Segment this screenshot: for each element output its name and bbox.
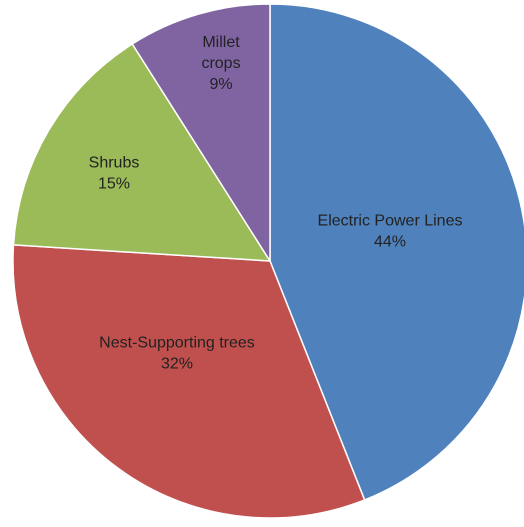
slice-label-electric-power-lines: Electric Power Lines 44% bbox=[318, 213, 463, 251]
pie-slice-electric-power-lines bbox=[269, 3, 524, 501]
pie-slice-millet-crops bbox=[131, 3, 271, 264]
slice-label-millet-crops: Millet crops 9% bbox=[201, 34, 240, 93]
pie-slice-shrubs bbox=[12, 42, 272, 262]
slice-label-shrubs: Shrubs 15% bbox=[89, 155, 140, 193]
pie-slice-nest-supporting-trees bbox=[12, 244, 366, 519]
slice-label-nest-supporting-trees: Nest-Supporting trees 32% bbox=[99, 335, 255, 373]
